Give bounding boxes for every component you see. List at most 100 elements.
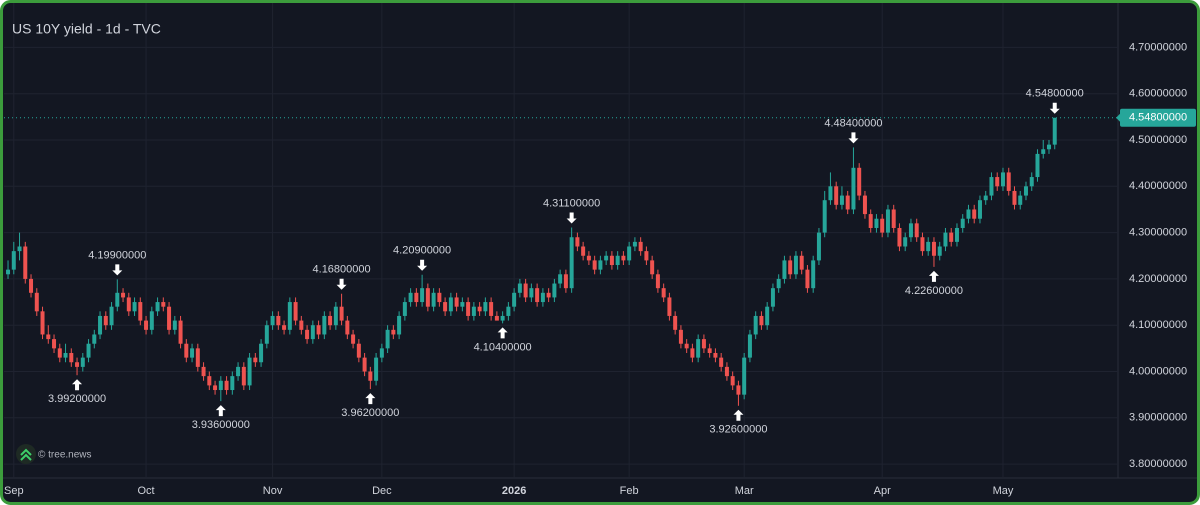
x-tick-label: Feb bbox=[620, 485, 639, 497]
candle-body bbox=[799, 255, 804, 270]
candle-body bbox=[391, 329, 396, 335]
annotation-label: 4.20900000 bbox=[393, 245, 451, 257]
candle-body bbox=[977, 200, 982, 219]
watermark: © tree.news bbox=[38, 450, 92, 461]
candle-body bbox=[213, 385, 218, 391]
annotation-arrow bbox=[928, 270, 939, 282]
candle-body bbox=[931, 241, 936, 256]
candle-body bbox=[592, 260, 597, 270]
candle-body bbox=[960, 218, 965, 228]
candle-body bbox=[736, 385, 741, 395]
candle-body bbox=[1018, 195, 1023, 205]
annotation-arrow bbox=[72, 379, 83, 391]
candle-body bbox=[109, 306, 114, 326]
candle-body bbox=[661, 288, 666, 298]
candle-body bbox=[747, 334, 752, 358]
candle-body bbox=[523, 283, 528, 298]
x-tick-label: Oct bbox=[137, 485, 154, 497]
candle-body bbox=[276, 315, 281, 326]
candle-body bbox=[730, 376, 735, 386]
candle-body bbox=[540, 292, 545, 303]
candle-body bbox=[816, 232, 821, 261]
candle-body bbox=[839, 195, 844, 205]
candle-body bbox=[598, 260, 603, 270]
candle-body bbox=[316, 325, 321, 335]
candle-body bbox=[851, 167, 856, 210]
annotation-label: 4.10400000 bbox=[474, 341, 532, 353]
candle-body bbox=[201, 366, 206, 377]
candle-body bbox=[69, 352, 74, 363]
candle-body bbox=[805, 269, 810, 289]
candle-body bbox=[1000, 172, 1005, 187]
candle-body bbox=[282, 325, 287, 330]
candle-body bbox=[75, 362, 80, 367]
candle-body bbox=[857, 167, 862, 196]
candle-body bbox=[305, 329, 310, 340]
candle-body bbox=[949, 232, 954, 242]
candle-body bbox=[293, 302, 298, 321]
plot bbox=[6, 117, 1057, 406]
candle-body bbox=[880, 218, 885, 233]
candle-body bbox=[558, 274, 563, 284]
candle-body bbox=[724, 366, 729, 377]
candle-body bbox=[23, 246, 28, 279]
candle-body bbox=[690, 348, 695, 358]
candle-body bbox=[1012, 190, 1017, 205]
candle-body bbox=[126, 297, 131, 312]
candle-body bbox=[604, 255, 609, 261]
candle-body bbox=[471, 306, 476, 316]
candle-body bbox=[719, 357, 724, 367]
annotation-label: 4.31100000 bbox=[543, 197, 600, 209]
candle-body bbox=[195, 348, 200, 367]
candle-body bbox=[742, 357, 747, 395]
candle-body bbox=[454, 297, 459, 307]
candle-body bbox=[822, 200, 827, 233]
candle-body bbox=[241, 366, 246, 386]
candle-body bbox=[535, 288, 540, 303]
annotation-arrow bbox=[733, 409, 744, 421]
annotation-arrow bbox=[1049, 102, 1060, 114]
last-price-tag bbox=[1120, 108, 1196, 127]
candle-body bbox=[983, 195, 988, 201]
annotation-arrow bbox=[365, 393, 376, 405]
candle-body bbox=[862, 195, 867, 215]
candle-body bbox=[788, 260, 793, 275]
y-tick-label: 4.30000000 bbox=[1129, 227, 1187, 239]
candle-body bbox=[420, 288, 425, 303]
candle-body bbox=[759, 315, 764, 326]
candle-body bbox=[995, 177, 1000, 187]
candle-body bbox=[834, 186, 839, 205]
last-price-pointer bbox=[1116, 113, 1120, 122]
annotation-arrow bbox=[848, 132, 859, 144]
candle-body bbox=[253, 357, 258, 363]
candle-body bbox=[29, 278, 34, 293]
annotation-label: 4.54800000 bbox=[1026, 88, 1084, 100]
y-tick-label: 4.40000000 bbox=[1129, 180, 1187, 192]
candle-body bbox=[328, 315, 333, 326]
candle-body bbox=[299, 320, 304, 330]
x-tick-label: Nov bbox=[263, 485, 283, 497]
candle-body bbox=[828, 186, 833, 201]
candle-body bbox=[17, 246, 22, 252]
candle-body bbox=[793, 255, 798, 275]
candle-body bbox=[552, 283, 557, 298]
candle-body bbox=[144, 320, 149, 330]
candle-body bbox=[903, 237, 908, 247]
annotation-label: 3.92600000 bbox=[709, 424, 767, 436]
candle-body bbox=[374, 357, 379, 381]
candle-body bbox=[1035, 153, 1040, 178]
candle-body bbox=[489, 302, 494, 316]
x-tick-label: Apr bbox=[874, 485, 891, 497]
candle-body bbox=[63, 352, 68, 358]
annotation-label: 4.19900000 bbox=[88, 249, 146, 261]
candle-body bbox=[609, 255, 614, 266]
candle-body bbox=[569, 237, 574, 289]
candle-body bbox=[897, 227, 902, 247]
x-tick-label: Sep bbox=[4, 485, 24, 497]
candle-body bbox=[190, 348, 195, 358]
candle-body bbox=[891, 209, 896, 228]
candle-body bbox=[414, 292, 419, 303]
candle-body bbox=[138, 302, 143, 321]
candle-body bbox=[443, 302, 448, 312]
